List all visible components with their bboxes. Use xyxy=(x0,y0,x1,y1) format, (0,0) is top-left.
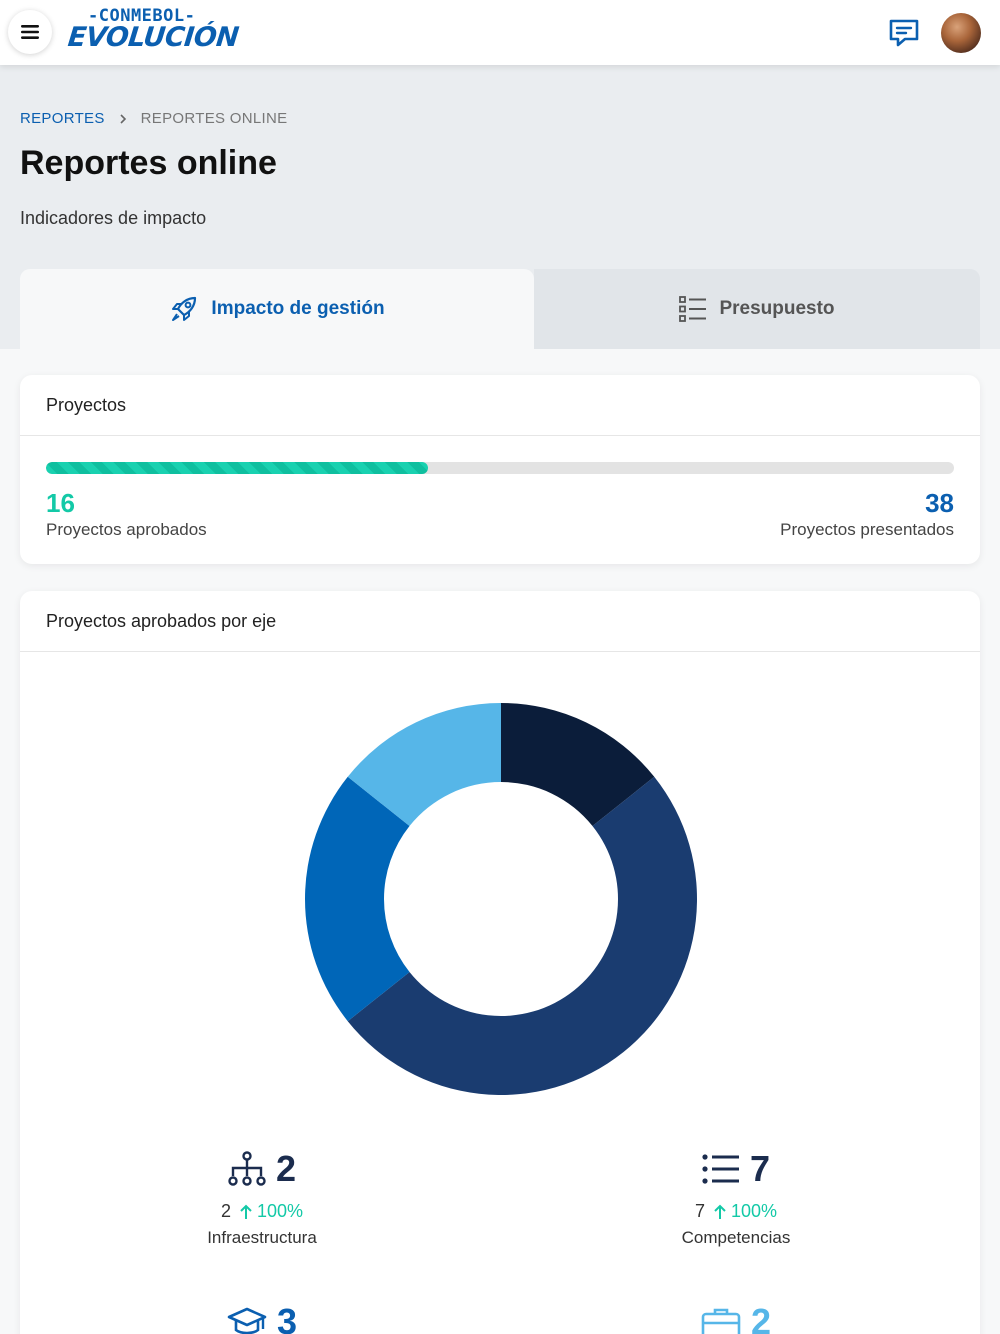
hierarchy-icon xyxy=(228,1151,266,1186)
metric-gestion: 2 xyxy=(586,1300,886,1334)
metric-change: 100% xyxy=(709,1201,777,1222)
presented-stat: 38 Proyectos presentados xyxy=(780,488,954,540)
chat-icon[interactable] xyxy=(888,18,920,48)
card-title: Proyectos xyxy=(20,375,980,436)
donut-chart xyxy=(305,703,697,1095)
graduation-cap-icon xyxy=(227,1307,267,1334)
briefcase-icon xyxy=(701,1308,741,1334)
metric-change: 100% xyxy=(235,1201,303,1222)
breadcrumb-link-reportes[interactable]: REPORTES xyxy=(20,110,105,127)
page-hero: REPORTES REPORTES ONLINE Reportes online… xyxy=(0,65,1000,349)
report-tabs: Impacto de gestión Presupuesto xyxy=(20,269,980,349)
proyectos-card: Proyectos 16 Proyectos aprobados 38 Proy… xyxy=(20,375,980,564)
card-title: Proyectos aprobados por eje xyxy=(20,591,980,652)
donut-slice-formación[interactable] xyxy=(305,776,410,1022)
arrow-up-icon xyxy=(240,1204,252,1219)
page-subtitle: Indicadores de impacto xyxy=(20,208,207,228)
breadcrumb-current: REPORTES ONLINE xyxy=(140,110,288,127)
metric-value: 7 xyxy=(749,1148,771,1189)
presented-count: 38 xyxy=(925,488,954,518)
tab-label: Presupuesto xyxy=(719,298,835,319)
user-avatar[interactable] xyxy=(941,13,981,53)
donut-slice-competencias[interactable] xyxy=(347,776,697,1095)
list-icon xyxy=(679,296,707,322)
metric-sub-value: 2 xyxy=(220,1201,231,1221)
donut-slice-gestión[interactable] xyxy=(347,703,501,827)
metric-pct: 100% xyxy=(256,1201,304,1221)
logo-top-text: -CONMEBOL- xyxy=(88,6,196,26)
approved-label: Proyectos aprobados xyxy=(46,520,207,539)
page-title: Reportes online xyxy=(20,144,277,182)
arrow-up-icon xyxy=(714,1204,726,1219)
rocket-icon xyxy=(172,296,197,321)
approved-count: 16 xyxy=(46,488,75,518)
metric-pct: 100% xyxy=(730,1201,778,1221)
presented-label: Proyectos presentados xyxy=(780,520,954,539)
metric-value: 3 xyxy=(276,1301,298,1334)
metric-value: 2 xyxy=(275,1148,297,1189)
chevron-right-icon xyxy=(120,113,126,124)
approved-stat: 16 Proyectos aprobados xyxy=(46,488,207,540)
tab-label: Impacto de gestión xyxy=(211,298,385,319)
breadcrumb: REPORTES REPORTES ONLINE xyxy=(20,110,287,127)
top-bar: -CONMEBOL- EVOLUCIÓN xyxy=(0,0,1000,65)
progress-fill xyxy=(46,462,429,474)
metric-label: Infraestructura xyxy=(207,1228,317,1247)
tab-impacto-de-gestion[interactable]: Impacto de gestión xyxy=(20,269,534,349)
logo-main-text: EVOLUCIÓN xyxy=(66,22,241,53)
conmebol-evolucion-logo[interactable]: -CONMEBOL- EVOLUCIÓN xyxy=(66,4,240,60)
hamburger-icon xyxy=(21,25,39,39)
metric-formacion: 3 xyxy=(112,1300,412,1334)
projects-progress-bar xyxy=(46,462,954,474)
metric-competencias: 7 7 100% Competencias xyxy=(586,1147,886,1248)
tab-presupuesto[interactable]: Presupuesto xyxy=(534,269,980,349)
metric-infraestructura: 2 2 100% Infraestructura xyxy=(112,1147,412,1248)
projects-by-axis-card: Proyectos aprobados por eje 2 2 100% xyxy=(20,591,980,1334)
list-icon xyxy=(702,1154,739,1184)
metric-value: 2 xyxy=(750,1301,772,1334)
metric-sub-value: 7 xyxy=(694,1201,705,1221)
metric-label: Competencias xyxy=(681,1228,791,1247)
menu-button[interactable] xyxy=(8,10,52,54)
donut-slice-infraestructura[interactable] xyxy=(501,703,655,827)
